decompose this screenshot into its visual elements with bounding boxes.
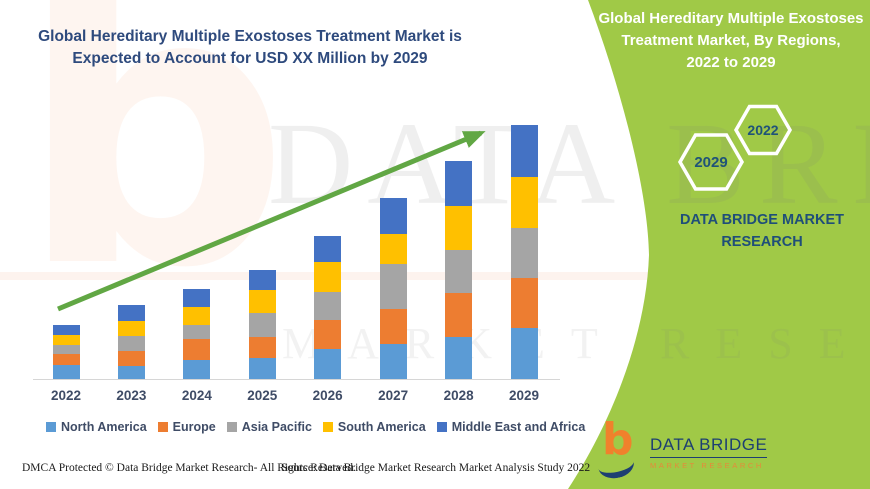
bar-segment-south-america bbox=[52, 335, 80, 345]
source-note: Source: Data Bridge Market Research Mark… bbox=[281, 462, 591, 474]
hexagon-2022-icon bbox=[733, 104, 793, 156]
right-panel-title-line3: 2022 to 2029 bbox=[686, 53, 776, 71]
bar-segment-north-america bbox=[52, 365, 80, 379]
bar-segment-asia-pacific bbox=[117, 336, 145, 351]
x-axis-label: 2023 bbox=[116, 388, 147, 403]
bar-segment-asia-pacific bbox=[248, 313, 276, 337]
legend-swatch-icon bbox=[157, 422, 168, 432]
right-panel-title-line2: Treatment Market, By Regions, bbox=[621, 31, 841, 49]
legend-label: Asia Pacific bbox=[241, 420, 312, 434]
x-axis-label: 2027 bbox=[378, 388, 409, 403]
bar-segment-europe bbox=[117, 351, 145, 366]
bar-segment-asia-pacific bbox=[183, 325, 211, 339]
x-axis-label: 2028 bbox=[443, 388, 474, 403]
bar-segment-europe bbox=[379, 309, 407, 344]
legend-swatch-icon bbox=[322, 422, 333, 432]
legend-item: Middle East and Africa bbox=[436, 420, 586, 434]
legend-item: Europe bbox=[157, 420, 216, 434]
legend-label: North America bbox=[61, 420, 147, 434]
data-bridge-logo-icon: b bbox=[595, 418, 642, 482]
legend-item: South America bbox=[322, 420, 426, 434]
bar-segment-north-america bbox=[183, 360, 211, 379]
legend-label: South America bbox=[337, 420, 426, 434]
dmca-notice: DMCA Protected © Data Bridge Market Rese… bbox=[22, 462, 356, 474]
page-title: Global Hereditary Multiple Exostoses Tre… bbox=[30, 26, 470, 71]
legend-swatch-icon bbox=[436, 422, 447, 432]
legend-item: Asia Pacific bbox=[226, 420, 312, 434]
x-axis-label: 2022 bbox=[50, 388, 82, 403]
bar-segment-south-america bbox=[183, 307, 211, 325]
hexagon-2029-label: 2029 bbox=[694, 154, 728, 171]
legend-item: North America bbox=[46, 420, 147, 434]
right-panel-title: Global Hereditary Multiple Exostoses Tre… bbox=[596, 8, 866, 73]
bar-segment-europe bbox=[314, 320, 342, 349]
x-axis-label: 2026 bbox=[312, 388, 343, 403]
bar-segment-europe bbox=[183, 339, 211, 360]
x-axis-label: 2025 bbox=[247, 388, 278, 403]
legend-label: Middle East and Africa bbox=[451, 420, 586, 434]
bar-segment-south-america bbox=[510, 177, 538, 228]
bar-segment-north-america bbox=[314, 349, 342, 379]
brand-name-line2: RESEARCH bbox=[721, 233, 803, 250]
legend-swatch-icon bbox=[46, 422, 56, 432]
hexagon-2029-icon bbox=[677, 133, 745, 191]
logo-subtitle-text: MARKET RESEARCH bbox=[650, 460, 764, 470]
brand-name: DATA BRIDGE MARKET RESEARCH bbox=[652, 210, 870, 254]
legend: North America Europe Asia Pacific South Ame… bbox=[46, 420, 585, 434]
page-title-line2: Expected to Account for USD XX Million b… bbox=[72, 50, 428, 68]
bar-segment-north-america bbox=[117, 366, 145, 379]
bar-segment-north-america bbox=[379, 344, 407, 379]
bar-segment-europe bbox=[248, 337, 276, 358]
bar-segment-south-america bbox=[117, 321, 145, 336]
bar-segment-europe bbox=[52, 354, 80, 365]
logo-b-icon: b bbox=[602, 414, 634, 465]
bar-segment-north-america bbox=[248, 358, 276, 379]
company-logo: b DATA BRIDGE MARKET RESEARCH bbox=[595, 418, 768, 482]
x-axis-label: 2024 bbox=[181, 388, 212, 403]
bar-segment-north-america bbox=[510, 328, 538, 379]
bar-segment-middle-east-and-africa bbox=[52, 325, 80, 335]
logo-name-text: DATA BRIDGE bbox=[650, 435, 768, 458]
hexagon-2022-label: 2022 bbox=[747, 122, 779, 138]
bar-segment-north-america bbox=[445, 337, 473, 379]
right-panel-title-line1: Global Hereditary Multiple Exostoses bbox=[598, 10, 864, 27]
page-title-line1: Global Hereditary Multiple Exostoses Tre… bbox=[38, 28, 462, 45]
bar-segment-asia-pacific bbox=[510, 228, 538, 278]
x-axis-label: 2029 bbox=[508, 388, 540, 403]
brand-name-line1: DATA BRIDGE MARKET bbox=[679, 212, 845, 228]
x-axis-line bbox=[33, 379, 560, 380]
bar-segment-asia-pacific bbox=[52, 345, 80, 354]
legend-swatch-icon bbox=[226, 422, 237, 432]
bar-segment-middle-east-and-africa bbox=[510, 125, 538, 177]
bar-segment-europe bbox=[510, 278, 538, 328]
legend-label: Europe bbox=[172, 420, 216, 434]
